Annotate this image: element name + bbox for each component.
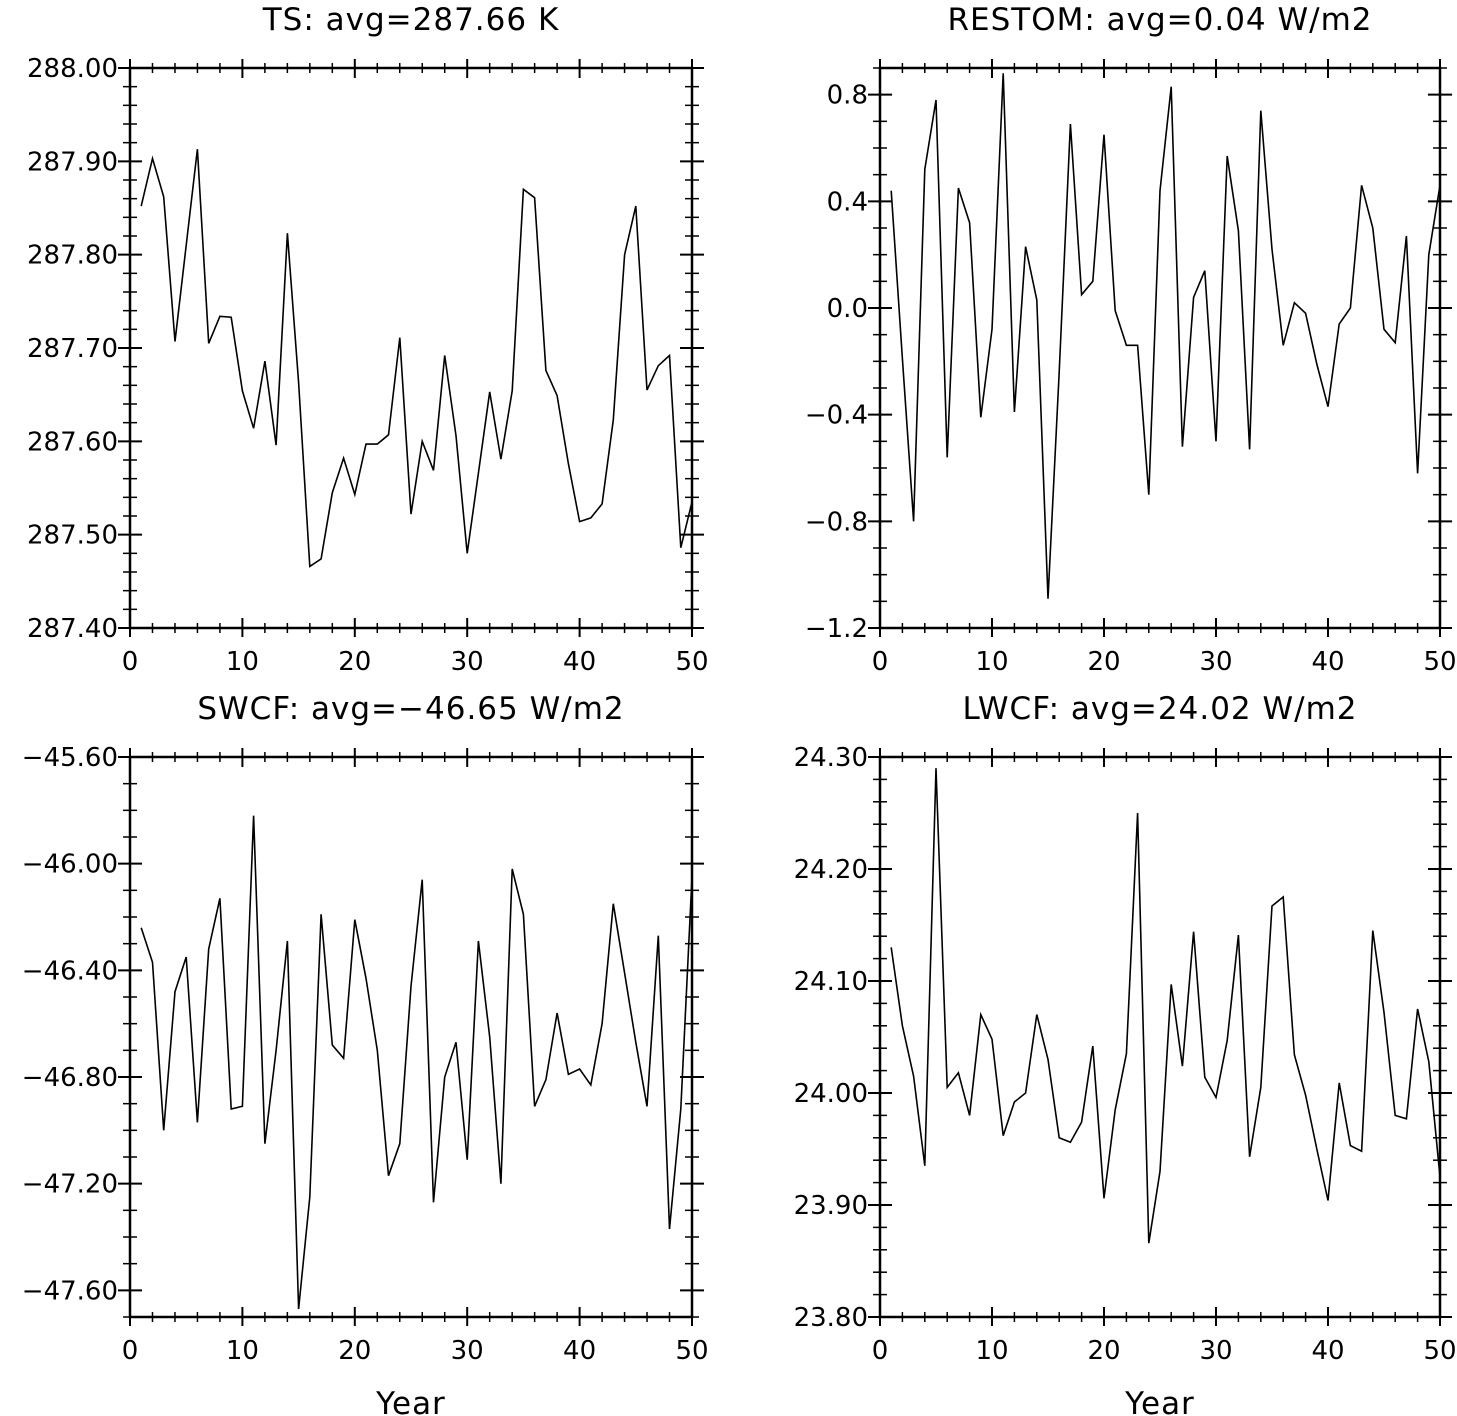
series-line-1 bbox=[890, 768, 1441, 1244]
y-tick-label: 24.00 bbox=[794, 1079, 868, 1109]
plot-frame bbox=[128, 66, 694, 630]
x-tick-label: 30 bbox=[451, 647, 484, 677]
x-tick-label: 10 bbox=[226, 1336, 259, 1366]
chart-panel-2: RESTOM: avg=0.04 W/m2 0 10 20 30 40 50 −1.2 −0.8… bbox=[805, 2, 1457, 677]
chart-panel-1: TS: avg=287.66 K 0 10 20 30 40 50 287.40 287.50 2… bbox=[27, 2, 709, 677]
plot-frame bbox=[878, 755, 1442, 1319]
y-tick-label: 287.60 bbox=[27, 427, 118, 457]
series-line-1 bbox=[140, 149, 693, 568]
y-tick-label: 0.0 bbox=[827, 294, 868, 324]
x-tick-label: 50 bbox=[1423, 647, 1456, 677]
x-tick-label: 50 bbox=[675, 1336, 708, 1366]
series-line-1 bbox=[140, 815, 693, 1310]
y-tick-label: 0.8 bbox=[827, 81, 868, 111]
y-tick-label: 287.80 bbox=[27, 241, 118, 271]
y-tick-label: −46.40 bbox=[22, 956, 118, 986]
x-tick-label: 20 bbox=[338, 1336, 371, 1366]
y-tick-label: −46.80 bbox=[22, 1063, 118, 1093]
y-tick-label: 23.80 bbox=[794, 1303, 868, 1333]
y-tick-label: 0.4 bbox=[827, 187, 868, 217]
chart-panel-4: LWCF: avg=24.02 W/m2 0 10 20 30 40 50 23.80 23.9… bbox=[794, 691, 1457, 1416]
series-line-1 bbox=[890, 73, 1441, 599]
chart-title: LWCF: avg=24.02 W/m2 bbox=[962, 691, 1357, 727]
y-tick-label: 24.30 bbox=[794, 743, 868, 773]
y-tick-label: −47.20 bbox=[22, 1170, 118, 1200]
plot-frame bbox=[128, 755, 694, 1319]
y-tick-label: −1.2 bbox=[805, 614, 868, 644]
x-tick-label: 30 bbox=[1199, 1336, 1232, 1366]
y-tick-label: 24.20 bbox=[794, 855, 868, 885]
x-tick-label: 40 bbox=[563, 647, 596, 677]
x-tick-label: 50 bbox=[675, 647, 708, 677]
x-tick-label: 30 bbox=[1199, 647, 1232, 677]
x-tick-label: 20 bbox=[338, 647, 371, 677]
x-tick-label: 40 bbox=[1311, 1336, 1344, 1366]
x-tick-label: 0 bbox=[872, 647, 889, 677]
y-tick-label: −47.60 bbox=[22, 1276, 118, 1306]
x-tick-label: 0 bbox=[122, 1336, 139, 1366]
y-tick-label: 24.10 bbox=[794, 967, 868, 997]
x-tick-label: 40 bbox=[563, 1336, 596, 1366]
y-tick-label: −0.4 bbox=[805, 401, 868, 431]
y-tick-label: 287.40 bbox=[27, 614, 118, 644]
y-tick-label: −45.60 bbox=[22, 743, 118, 773]
x-tick-label: 30 bbox=[451, 1336, 484, 1366]
x-tick-label: 0 bbox=[872, 1336, 889, 1366]
x-axis-label: Year bbox=[1124, 1386, 1195, 1416]
chart-title: TS: avg=287.66 K bbox=[262, 2, 560, 38]
x-tick-label: 20 bbox=[1087, 1336, 1120, 1366]
x-tick-label: 20 bbox=[1087, 647, 1120, 677]
y-tick-label: −0.8 bbox=[805, 507, 868, 537]
x-tick-label: 50 bbox=[1423, 1336, 1456, 1366]
y-tick-label: 287.50 bbox=[27, 521, 118, 551]
plot-frame bbox=[878, 66, 1442, 630]
x-tick-label: 10 bbox=[226, 647, 259, 677]
chart-title: RESTOM: avg=0.04 W/m2 bbox=[947, 2, 1372, 38]
chart-panel-3: SWCF: avg=−46.65 W/m2 0 10 20 30 40 50 −47.60 −4… bbox=[22, 691, 709, 1416]
x-tick-label: 40 bbox=[1311, 647, 1344, 677]
y-tick-label: −46.00 bbox=[22, 850, 118, 880]
x-tick-label: 10 bbox=[975, 1336, 1008, 1366]
x-tick-label: 0 bbox=[122, 647, 139, 677]
y-tick-label: 287.70 bbox=[27, 334, 118, 364]
y-tick-label: 288.00 bbox=[27, 54, 118, 84]
x-axis-label: Year bbox=[375, 1386, 446, 1416]
y-tick-label: 23.90 bbox=[794, 1191, 868, 1221]
chart-title: SWCF: avg=−46.65 W/m2 bbox=[197, 691, 624, 727]
x-tick-label: 10 bbox=[975, 647, 1008, 677]
y-tick-label: 287.90 bbox=[27, 147, 118, 177]
